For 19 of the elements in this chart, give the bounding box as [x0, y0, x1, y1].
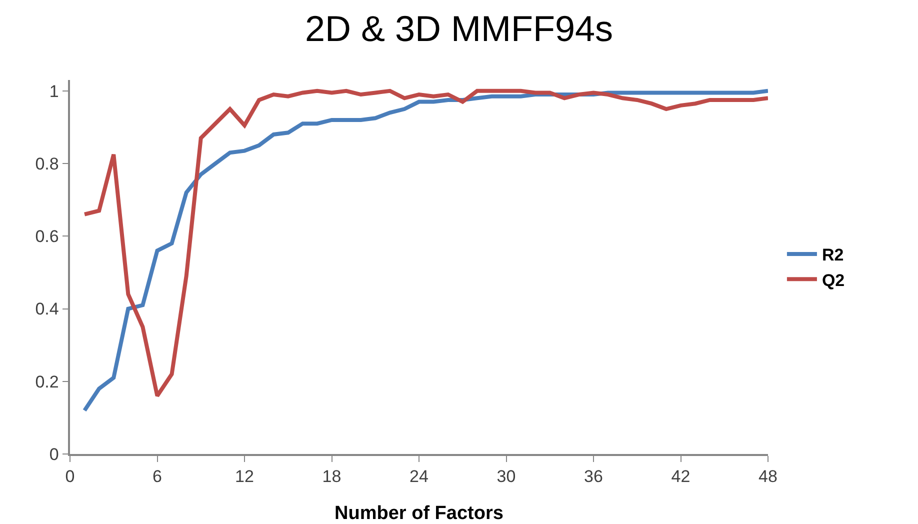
x-tick-label: 0 [65, 467, 75, 486]
y-tick-label: 0.2 [35, 372, 59, 392]
x-tick-label: 30 [496, 467, 516, 486]
y-tick-label: 0.6 [35, 227, 59, 246]
x-tick-label: 12 [235, 467, 254, 486]
legend-label: Q2 [822, 270, 845, 290]
y-tick-label: 0.4 [35, 300, 59, 319]
x-axis-title: Number of Factors [334, 503, 504, 524]
y-tick-label: 0.8 [35, 154, 59, 174]
legend-label: R2 [822, 246, 844, 265]
x-tick-label: 42 [671, 467, 690, 486]
y-tick-label: 1 [49, 82, 59, 101]
x-tick-label: 18 [322, 467, 342, 486]
x-tick-label: 24 [410, 467, 428, 486]
y-tick-label: 0 [49, 444, 59, 464]
x-tick-label: 6 [152, 467, 162, 486]
chart-title: 2D & 3D MMFF94s [304, 8, 614, 49]
x-tick-label: 36 [584, 467, 603, 486]
x-tick-label: 48 [758, 467, 778, 486]
